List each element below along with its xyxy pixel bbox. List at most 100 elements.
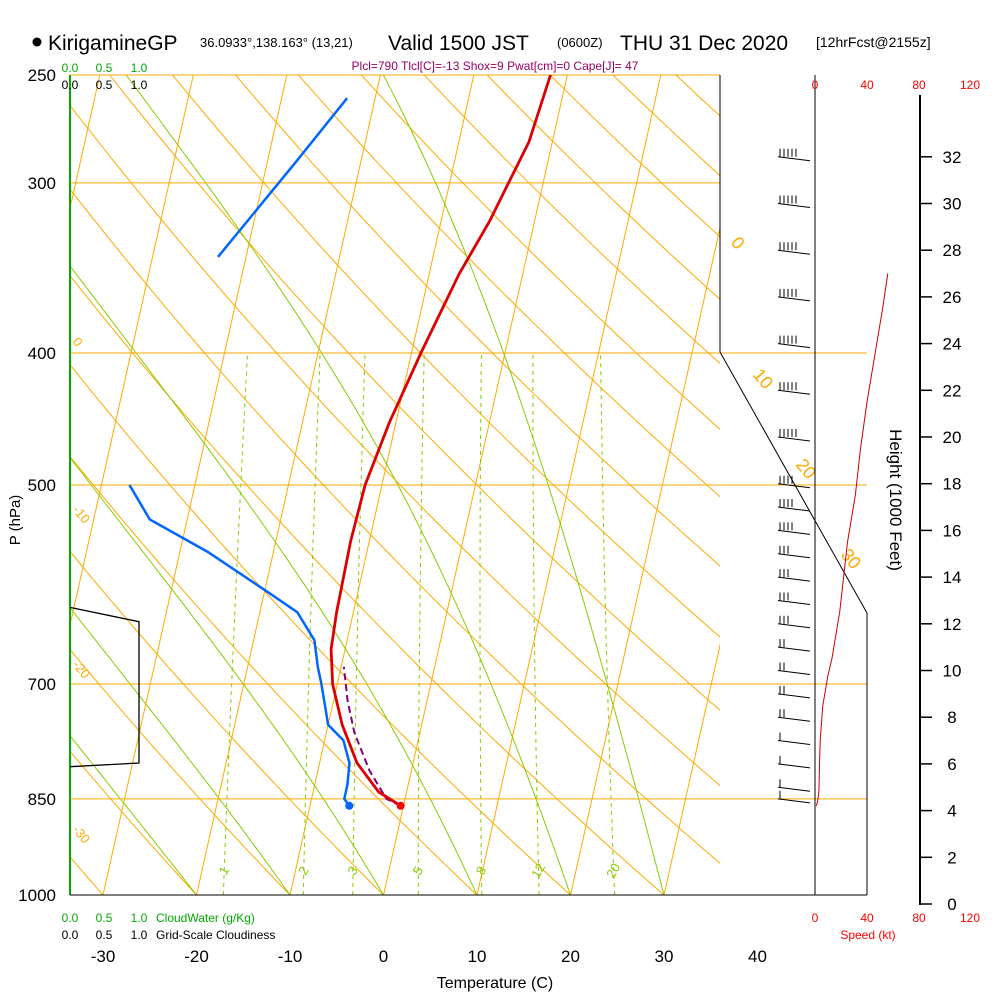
isotherm [845,51,1000,924]
speed-scale-top: 0 40 80 120 [812,78,981,92]
wind-barb [777,646,811,652]
mixing-ratio-line [479,352,483,895]
dry-adiabat [70,750,198,895]
sp-bot-2: 80 [912,911,926,925]
isotherm-label: 10 [749,365,777,393]
cw-bot-1: 0.5 [96,911,113,925]
moist-adiabat [70,606,291,895]
wind-barb [777,343,811,349]
wind-barb [777,599,811,605]
temp-tick-0: 0 [379,947,388,966]
wind-barb [777,740,811,746]
dry-adiabat [70,104,720,787]
moist-adiabat [125,75,571,895]
cw-top-0: 0.0 [62,61,79,75]
moist-adiabat [70,264,478,895]
height-tick-label-22: 22 [943,381,962,400]
height-tick-label-28: 28 [943,241,962,260]
dewpoint-upper-line [217,97,349,258]
dry-adiabat [70,363,572,895]
pressure-labels: 250 300 400 500 700 850 1000 [18,66,56,905]
height-tick-label-26: 26 [943,288,962,307]
isotherm [70,75,194,628]
speed-scale-bottom: 0 40 80 120 Speed (kt) [812,911,981,942]
wind-barb [777,506,811,512]
height-tick-label-0: 0 [947,895,956,914]
sp-bot-1: 40 [860,911,874,925]
dry-adiabat [234,75,720,567]
height-tick-label-10: 10 [943,662,962,681]
pressure-label-250: 250 [28,66,56,85]
mixing-ratio-label: 1 [215,864,232,878]
pressure-label-500: 500 [28,476,56,495]
wind-barb [777,156,811,162]
sp-top-3: 120 [960,78,980,92]
temp-tick--10: -10 [278,947,303,966]
height-tick-label-8: 8 [947,708,956,727]
mixing-ratio-label: 8 [473,864,490,878]
cl-top-2: 1.0 [131,78,148,92]
dry-adiabat [70,550,385,895]
wind-speed-profile [815,273,889,807]
parcel-line [342,666,402,807]
wind-barb [777,296,811,302]
temp-tick--20: -20 [184,947,209,966]
cloudiness-label: Grid-Scale Cloudiness [156,928,275,942]
cloudiness-scale-top: 0.0 0.5 1.0 [62,78,148,92]
valid-time: Valid 1500 JST [388,32,529,55]
height-tick-label-6: 6 [947,755,956,774]
sp-bot-0: 0 [812,911,819,925]
pressure-label-700: 700 [28,675,56,694]
temperature-tick-labels: -30 -20 -10 0 10 20 30 40 [91,947,767,966]
isotherms [0,51,1000,924]
cloudwater-scale-top: 0.0 0.5 1.0 [62,61,148,75]
wind-barb [777,670,811,675]
mixing-ratio-label: 20 [603,861,623,881]
cloudiness-scale-bottom: 0.0 0.5 1.0 Grid-Scale Cloudiness [62,928,276,942]
moist-adiabat [70,456,384,895]
wind-barb [777,798,811,804]
mixing-ratio-label: 12 [528,861,548,881]
mixing-ratio-label: 5 [410,864,427,878]
height-tick-label-14: 14 [943,568,962,587]
station-name: KirigamineGP [48,32,178,55]
x-axis-label: Temperature (C) [437,975,553,992]
dry-adiabat [612,75,720,177]
height-tick-label-18: 18 [943,475,962,494]
wind-barb [777,483,811,489]
mixing-ratio-line [222,352,248,895]
temp-tick-20: 20 [561,947,580,966]
isotherm [663,642,720,895]
isotherm-label: 30 [837,545,865,573]
wind-barbs [777,148,811,804]
wind-barb [777,389,811,395]
forecast-date: THU 31 Dec 2020 [620,32,788,55]
isotherm [102,75,288,895]
sp-top-1: 40 [860,78,874,92]
isotherm-label: 0 [727,233,749,254]
stability-indices: Plcl=790 Tlcl[C]=-13 Shox=9 Pwat[cm]=0 C… [352,59,639,73]
isotherm [569,225,720,895]
isotherm [0,51,12,924]
isotherm-label: -30 [70,822,94,846]
dry-adiabats [70,75,720,895]
wind-barb [777,576,811,582]
isotherm [195,75,381,895]
pressure-label-300: 300 [28,174,56,193]
dewpoint-line [128,484,351,807]
height-tick-label-30: 30 [943,195,962,214]
y-axis-label: P (hPa) [7,495,24,546]
moist-adiabat [382,75,665,895]
mixing-ratio-label: 2 [295,864,312,878]
dry-adiabat [549,75,720,238]
wind-barb [777,553,811,559]
cl-bot-2: 1.0 [131,928,148,942]
forecast-info: [12hrFcst@2155z] [816,34,931,50]
zulu-time: (0600Z) [557,35,603,50]
wind-barb [777,623,811,629]
wind-barb [777,716,811,722]
mixing-ratio-lines [222,352,616,895]
sp-top-2: 80 [912,78,926,92]
moist-adiabat [70,734,197,895]
